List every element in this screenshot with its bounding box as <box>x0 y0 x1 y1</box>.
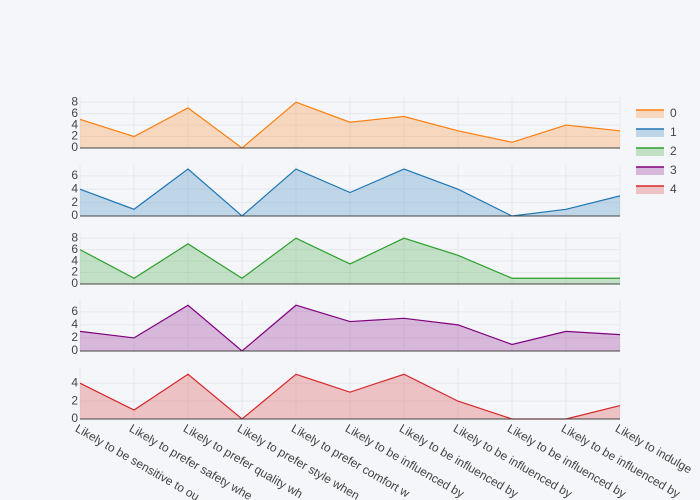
y-tick-label: 2 <box>71 393 78 407</box>
legend-label: 1 <box>670 125 677 139</box>
y-tick-label: 6 <box>71 242 78 256</box>
legend-swatch <box>636 110 664 118</box>
y-tick-label: 0 <box>71 140 78 154</box>
y-tick-label: 2 <box>71 330 78 344</box>
y-tick-label: 0 <box>71 276 78 290</box>
y-tick-label: 8 <box>71 230 78 244</box>
y-tick-label: 6 <box>71 106 78 120</box>
area-fill <box>80 305 620 351</box>
legend-swatch <box>636 167 664 175</box>
y-tick-label: 4 <box>71 253 78 267</box>
legend-swatch <box>636 129 664 137</box>
y-tick-label: 0 <box>71 411 78 425</box>
area-fill <box>80 374 620 419</box>
area-fill <box>80 238 620 284</box>
y-tick-label: 0 <box>71 208 78 222</box>
area-line <box>79 304 621 352</box>
y-tick-label: 4 <box>71 317 78 331</box>
area-line <box>79 101 621 149</box>
y-tick-label: 2 <box>71 129 78 143</box>
legend-label: 0 <box>670 106 677 120</box>
y-tick-label: 6 <box>71 168 78 182</box>
area-fill <box>80 102 620 148</box>
y-tick-label: 2 <box>71 265 78 279</box>
y-tick-label: 2 <box>71 195 78 209</box>
legend-label: 4 <box>670 182 677 196</box>
legend-swatch <box>636 186 664 194</box>
y-tick-label: 4 <box>71 181 78 195</box>
area-line <box>79 237 620 279</box>
legend-swatch <box>636 148 664 156</box>
y-tick-label: 4 <box>71 117 78 131</box>
y-tick-label: 0 <box>71 343 78 357</box>
y-tick-label: 4 <box>71 375 78 389</box>
y-tick-label: 6 <box>71 304 78 318</box>
legend-label: 2 <box>670 144 677 158</box>
y-tick-label: 8 <box>71 94 78 108</box>
legend-label: 3 <box>670 163 677 177</box>
area-line <box>79 168 621 217</box>
